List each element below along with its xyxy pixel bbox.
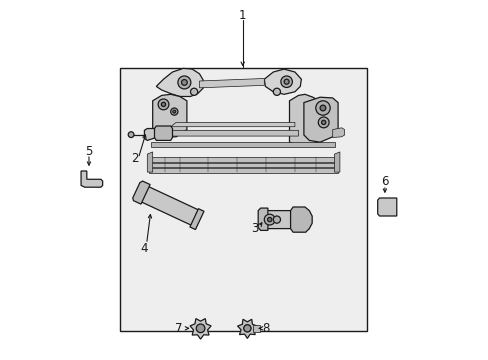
Circle shape xyxy=(284,79,288,84)
Circle shape xyxy=(280,76,292,87)
Circle shape xyxy=(190,88,197,95)
Polygon shape xyxy=(151,142,334,147)
Polygon shape xyxy=(137,185,198,225)
Circle shape xyxy=(181,80,187,85)
Polygon shape xyxy=(290,207,311,232)
Text: 5: 5 xyxy=(85,145,93,158)
Text: 6: 6 xyxy=(380,175,388,188)
Polygon shape xyxy=(252,325,260,332)
Polygon shape xyxy=(262,211,297,229)
Circle shape xyxy=(244,325,250,332)
Text: 8: 8 xyxy=(261,322,268,335)
Circle shape xyxy=(318,117,328,128)
Polygon shape xyxy=(170,122,294,127)
Polygon shape xyxy=(334,152,339,172)
Polygon shape xyxy=(332,128,344,138)
Circle shape xyxy=(161,102,165,107)
Circle shape xyxy=(273,88,280,95)
Circle shape xyxy=(273,216,280,223)
Polygon shape xyxy=(147,152,152,172)
Circle shape xyxy=(178,76,190,89)
Polygon shape xyxy=(132,181,150,204)
Circle shape xyxy=(128,132,134,138)
Polygon shape xyxy=(289,94,320,146)
Circle shape xyxy=(315,101,329,115)
Circle shape xyxy=(196,324,204,332)
Circle shape xyxy=(267,217,271,222)
Polygon shape xyxy=(81,171,102,187)
Polygon shape xyxy=(149,163,337,167)
Polygon shape xyxy=(377,198,396,216)
Text: 1: 1 xyxy=(239,9,246,22)
Text: 2: 2 xyxy=(131,152,138,165)
Polygon shape xyxy=(190,319,211,339)
Polygon shape xyxy=(156,68,203,96)
Polygon shape xyxy=(144,129,158,140)
Polygon shape xyxy=(264,69,301,94)
Polygon shape xyxy=(258,208,267,230)
Polygon shape xyxy=(303,97,337,142)
Polygon shape xyxy=(237,319,257,338)
Bar xyxy=(120,68,366,331)
Circle shape xyxy=(196,324,204,333)
Circle shape xyxy=(158,99,168,110)
Text: 3: 3 xyxy=(250,222,258,235)
Circle shape xyxy=(320,105,325,111)
Polygon shape xyxy=(158,130,298,136)
Circle shape xyxy=(244,325,250,332)
Polygon shape xyxy=(152,94,186,137)
Polygon shape xyxy=(189,209,203,230)
Polygon shape xyxy=(154,126,172,140)
Circle shape xyxy=(264,214,275,225)
Text: 4: 4 xyxy=(141,242,148,255)
Polygon shape xyxy=(199,78,264,88)
Circle shape xyxy=(172,110,175,113)
Circle shape xyxy=(321,120,325,125)
Polygon shape xyxy=(149,168,337,173)
Text: 7: 7 xyxy=(175,322,182,335)
Circle shape xyxy=(170,108,178,115)
Polygon shape xyxy=(149,157,337,162)
